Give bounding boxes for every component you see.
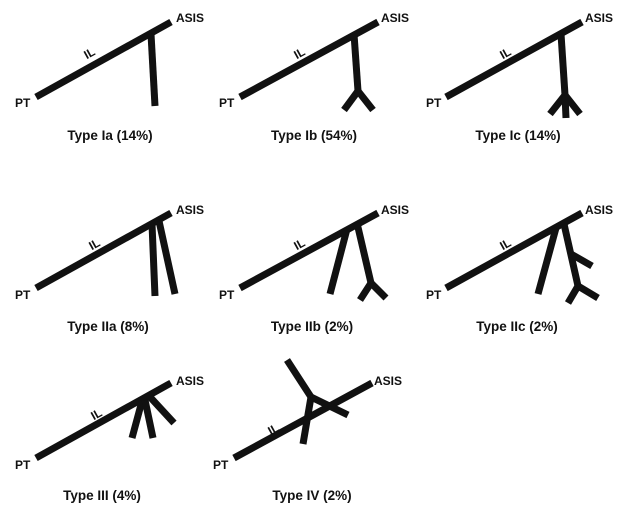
pt-label: PT (213, 458, 229, 472)
nerve-branch (562, 92, 583, 117)
nerve-trunk (350, 33, 362, 92)
nerve-branch (576, 282, 600, 302)
caption-type-iv: Type IV (2%) (272, 488, 351, 503)
pt-label: PT (15, 96, 31, 110)
nerve-trunk (284, 358, 314, 399)
caption-type-iii: Type III (4%) (63, 488, 141, 503)
nerve-trunk (534, 227, 560, 295)
asis-label: ASIS (585, 11, 613, 25)
pt-label: PT (219, 288, 235, 302)
inguinal-ligament-line (34, 379, 173, 462)
nerve-branch (355, 88, 376, 113)
nerve-trunk (148, 223, 159, 297)
pt-label: PT (15, 288, 31, 302)
nerve-branch (128, 400, 146, 439)
nerve-branch (368, 280, 389, 301)
nerve-trunk (326, 228, 351, 295)
panel-type-iv: PT ASIS IL Type IV (2%) (213, 358, 402, 503)
nerve-branch (341, 88, 361, 113)
inguinal-ligament-line (444, 209, 584, 292)
asis-label: ASIS (374, 374, 402, 388)
caption-type-iic: Type IIc (2%) (476, 319, 558, 334)
nerve-branch (569, 250, 594, 270)
asis-label: ASIS (381, 203, 409, 217)
pt-label: PT (15, 458, 31, 472)
panel-type-ic: PT ASIS IL Type Ic (14%) (426, 11, 613, 143)
nerve-branch (309, 393, 350, 419)
inguinal-ligament-line (34, 209, 173, 292)
asis-label: ASIS (585, 203, 613, 217)
panel-type-iic: PT ASIS IL Type IIc (2%) (426, 203, 613, 334)
caption-type-iib: Type IIb (2%) (271, 319, 353, 334)
pt-label: PT (426, 288, 442, 302)
panel-type-ia: PT ASIS IL Type Ia (14%) (15, 11, 204, 143)
asis-label: ASIS (176, 11, 204, 25)
nerve-trunk (353, 222, 375, 284)
panel-type-ib: PT ASIS IL Type Ib (54%) (219, 11, 409, 143)
panel-type-iia: PT ASIS IL Type IIa (8%) (15, 203, 204, 334)
caption-type-ib: Type Ib (54%) (271, 128, 357, 143)
nerve-branch (141, 399, 157, 439)
pt-label: PT (219, 96, 235, 110)
asis-label: ASIS (381, 11, 409, 25)
il-label: IL (81, 45, 97, 62)
asis-label: ASIS (176, 374, 204, 388)
inguinal-ligament-line (232, 379, 374, 462)
caption-type-iia: Type IIa (8%) (67, 319, 149, 334)
nerve-trunk (557, 33, 569, 96)
panel-type-iii: PT ASIS IL Type III (4%) (15, 374, 204, 503)
nerve-branch (299, 396, 315, 445)
nerve-trunk (155, 220, 179, 295)
panel-type-iib: PT ASIS IL Type IIb (2%) (219, 203, 409, 334)
nerve-branch (147, 394, 177, 426)
pt-label: PT (426, 96, 442, 110)
nerve-trunk (147, 33, 159, 107)
caption-type-ia: Type Ia (14%) (67, 128, 152, 143)
caption-type-ic: Type Ic (14%) (475, 128, 560, 143)
asis-label: ASIS (176, 203, 204, 217)
